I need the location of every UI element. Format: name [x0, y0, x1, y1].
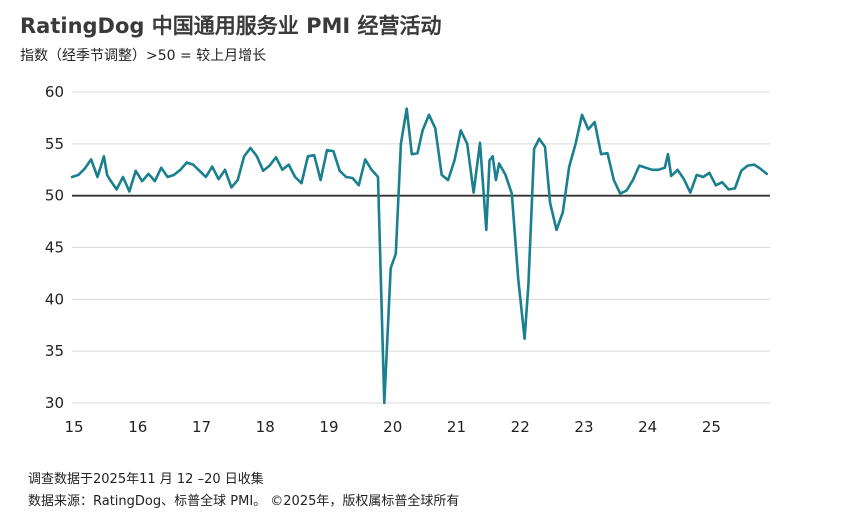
x-tick-label: 16: [128, 418, 147, 436]
y-tick-label: 30: [45, 394, 64, 412]
y-tick-label: 35: [45, 342, 64, 360]
x-tick-label: 17: [192, 418, 211, 436]
series-line: [70, 107, 769, 405]
y-tick-label: 60: [45, 83, 64, 101]
y-axis-ticks: 30 35 40 45 50 55 60: [45, 83, 64, 412]
y-tick-label: 40: [45, 290, 64, 308]
x-tick-label: 24: [638, 418, 657, 436]
x-tick-label: 19: [319, 418, 338, 436]
x-tick-label: 20: [383, 418, 402, 436]
x-axis-ticks: 15 16 17 18 19 20 21 22 23 24 25: [64, 418, 721, 436]
survey-date-note: 调查数据于2025年11 月 12 –20 日收集: [28, 472, 264, 487]
x-tick-label: 21: [447, 418, 466, 436]
y-tick-label: 50: [45, 187, 64, 205]
x-tick-label: 22: [511, 418, 530, 436]
pmi-line-chart: 30 35 40 45 50 55 60 15 16 17 18 19 20 21 22 23 24 25: [45, 83, 770, 436]
x-tick-label: 23: [574, 418, 593, 436]
chart-subtitle: 指数（经季节调整）>50 = 较上月增长: [20, 48, 267, 64]
x-tick-label: 15: [64, 418, 83, 436]
x-tick-label: 18: [256, 418, 275, 436]
x-tick-label: 25: [702, 418, 721, 436]
y-tick-label: 55: [45, 135, 64, 153]
y-tick-label: 45: [45, 239, 64, 257]
chart-title: RatingDog 中国通用服务业 PMI 经营活动: [20, 14, 442, 38]
source-note: 数据来源：RatingDog、标普全球 PMI。 ©2025年，版权属标普全球所…: [28, 494, 460, 509]
